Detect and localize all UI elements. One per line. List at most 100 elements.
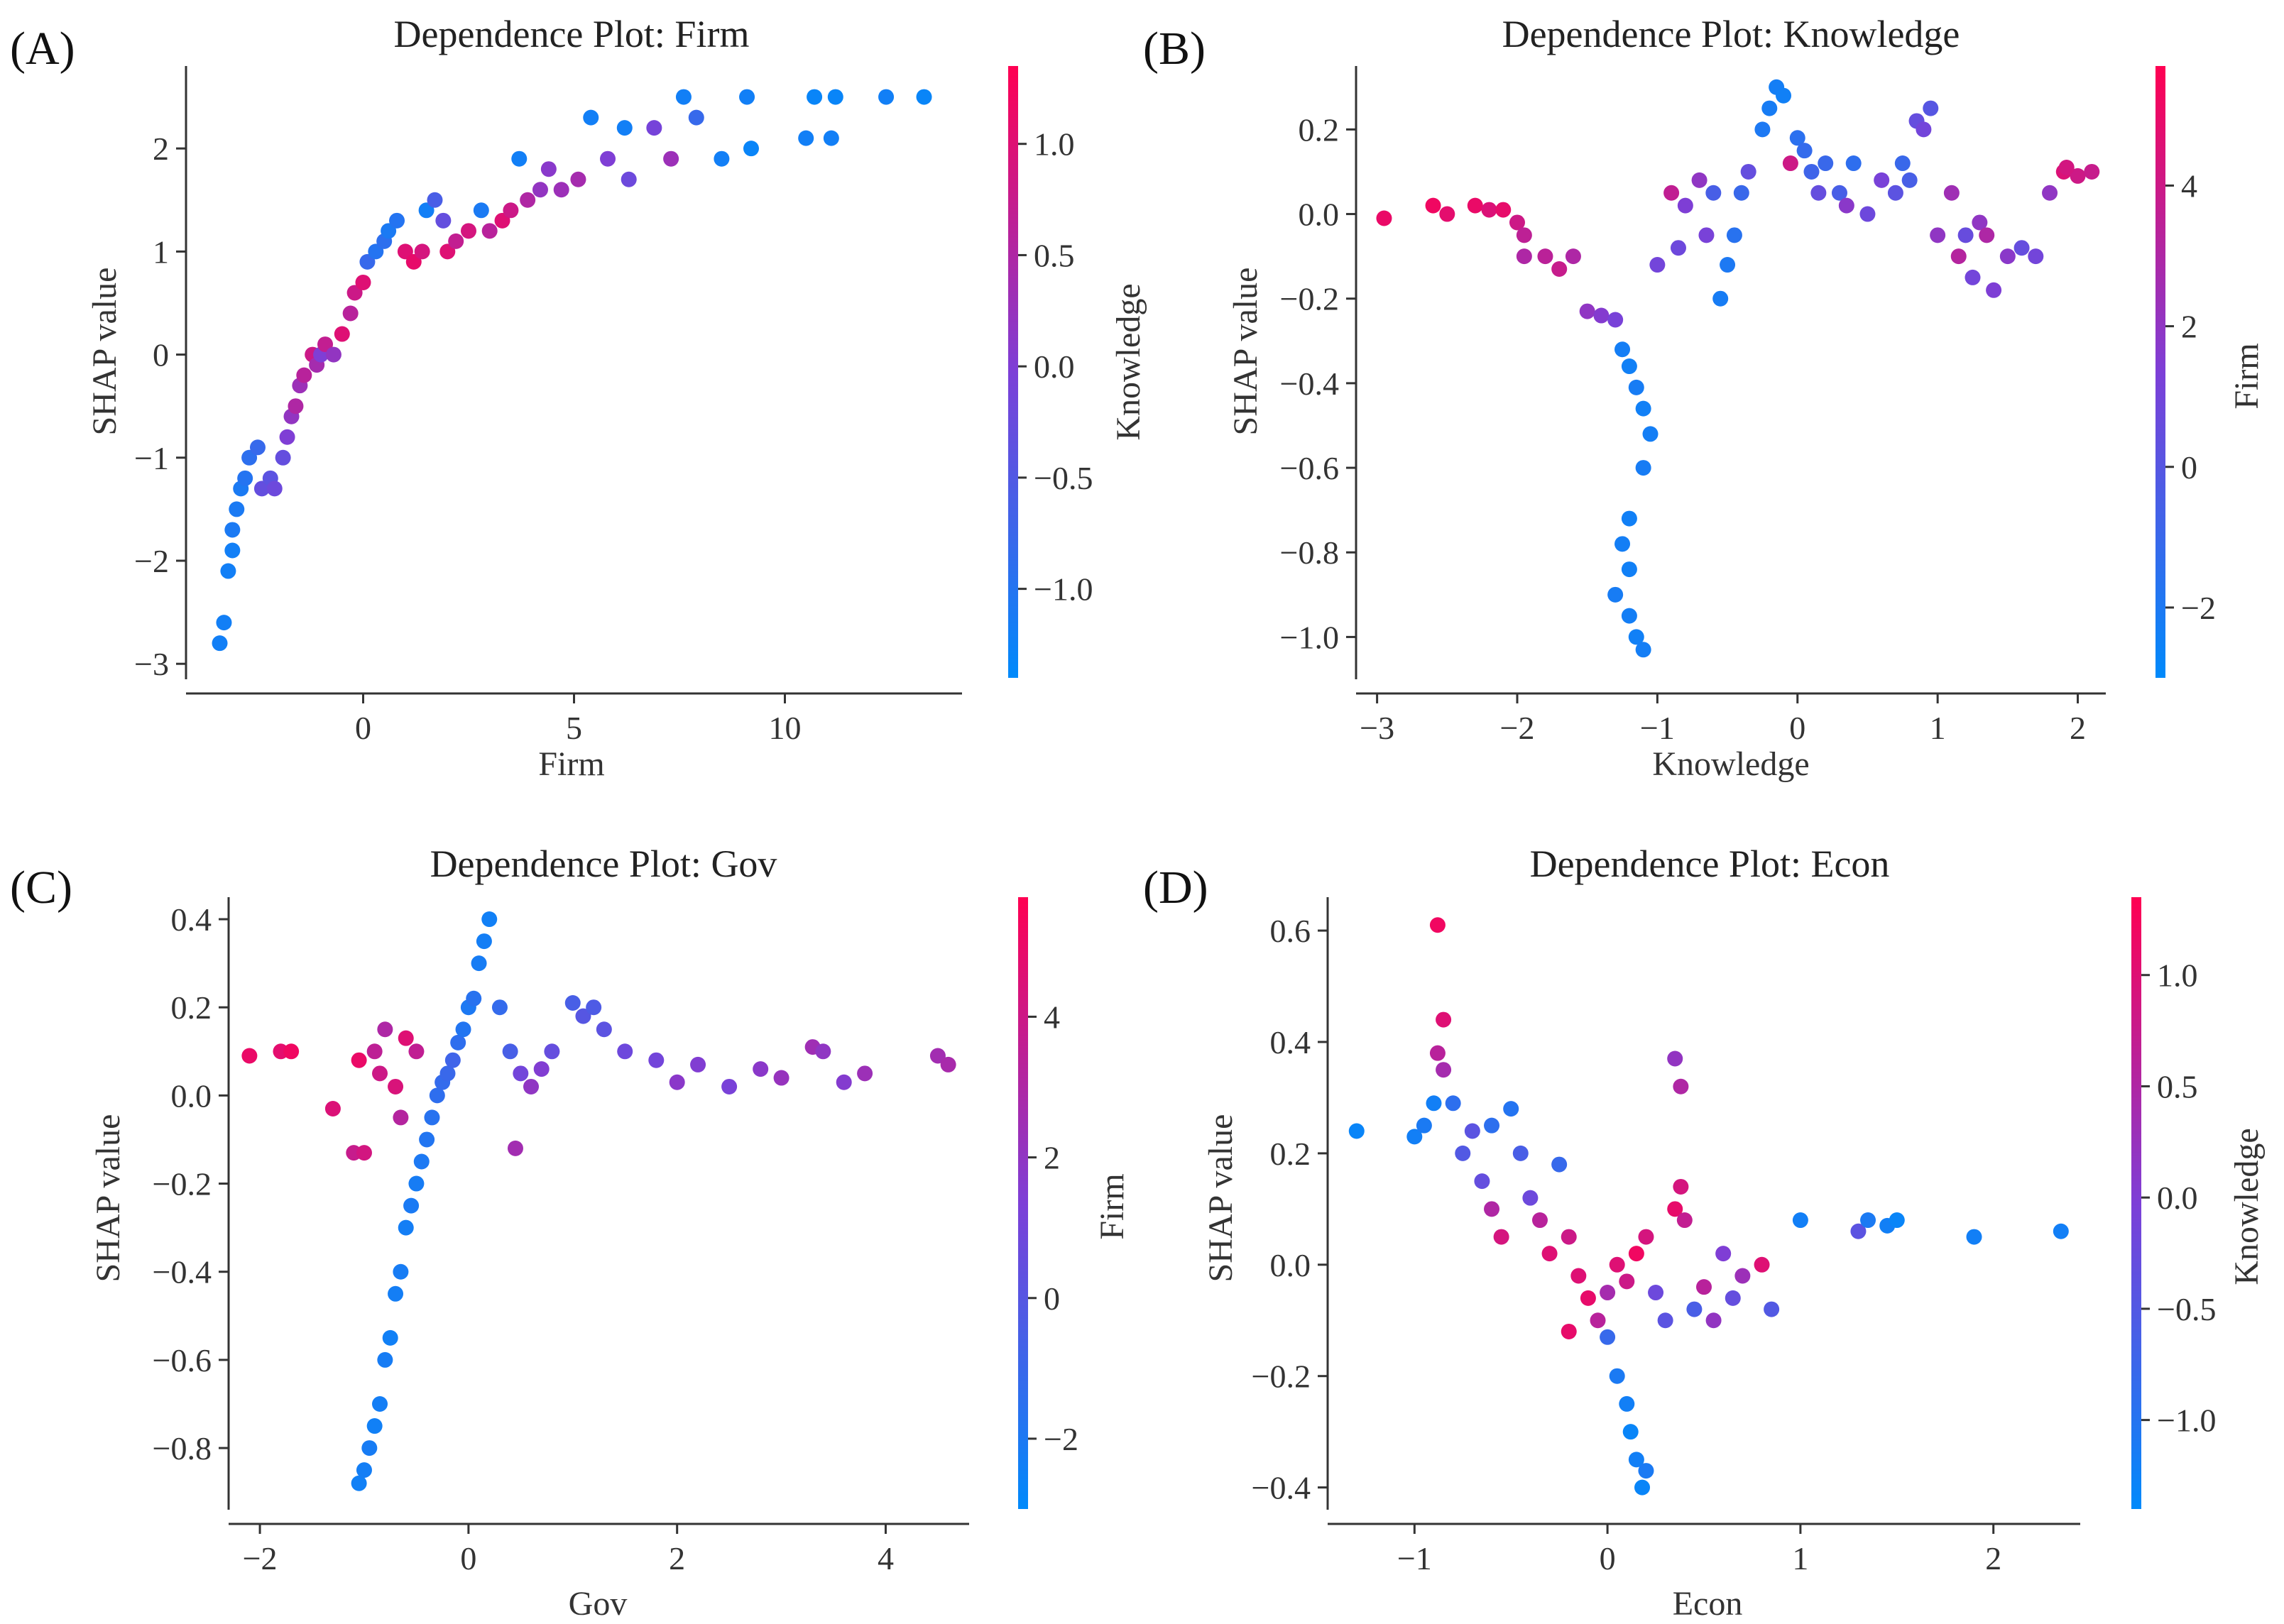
scatter-point — [460, 223, 476, 239]
panel-b-colorbar-ticks: −2 0 2 4 — [2165, 168, 2216, 626]
colorbar-tick-label: −2 — [1044, 1421, 1078, 1457]
scatter-point — [1725, 1290, 1741, 1306]
colorbar-tick-label: 0 — [2181, 449, 2197, 485]
panel-a: (A) Dependence Plot: Firm 0 5 10−3−2−1012 … — [10, 13, 1147, 783]
scatter-point — [466, 990, 482, 1006]
scatter-point — [275, 449, 291, 466]
scatter-point — [351, 1475, 367, 1491]
scatter-point — [1676, 1212, 1693, 1229]
scatter-point — [346, 285, 363, 301]
scatter-point — [397, 243, 413, 260]
scatter-point — [1484, 1201, 1500, 1217]
colorbar-tick-label: 0.0 — [1034, 349, 1075, 385]
scatter-point — [1894, 155, 1911, 172]
panel-d-x-axis-label: Econ — [1673, 1585, 1743, 1623]
scatter-point — [1930, 227, 1946, 243]
scatter-point — [448, 233, 464, 249]
panel-a-colorbar-label: Knowledge — [1110, 283, 1147, 440]
scatter-point — [1455, 1145, 1471, 1161]
x-tick-label: 0 — [1789, 710, 1805, 746]
scatter-point — [1579, 303, 1595, 319]
panel-a-x-axis-label: Firm — [538, 745, 604, 783]
scatter-point — [393, 1263, 409, 1280]
y-tick-label: 0.6 — [1270, 913, 1311, 949]
scatter-point — [621, 171, 637, 187]
scatter-point — [1425, 197, 1441, 214]
colorbar-tick-label: 0.5 — [1034, 237, 1075, 273]
scatter-point — [1782, 155, 1798, 172]
y-tick-label: −0.4 — [153, 1254, 212, 1290]
scatter-point — [481, 911, 498, 928]
scatter-point — [1667, 1201, 1683, 1217]
scatter-point — [1740, 163, 1756, 180]
scatter-point — [1495, 202, 1512, 218]
x-tick-label: 1 — [1792, 1540, 1808, 1576]
scatter-point — [669, 1074, 685, 1090]
scatter-point — [1796, 143, 1813, 159]
y-tick-label: −1 — [134, 440, 169, 476]
scatter-point — [361, 1440, 378, 1456]
scatter-point — [564, 995, 581, 1011]
scatter-point — [1792, 1212, 1808, 1229]
panel-c-colorbar-label: Firm — [1093, 1173, 1131, 1239]
colorbar-tick-label: 1.0 — [1034, 126, 1075, 163]
scatter-point — [1726, 227, 1742, 243]
scatter-point — [1522, 1190, 1539, 1206]
scatter-point — [1570, 1268, 1587, 1284]
scatter-point — [253, 481, 270, 497]
scatter-point — [356, 1462, 372, 1478]
scatter-point — [342, 305, 359, 322]
x-tick-label: 2 — [2070, 710, 2086, 746]
scatter-point — [1580, 1290, 1596, 1306]
scatter-point — [739, 89, 755, 105]
scatter-point — [540, 161, 557, 177]
scatter-point — [1698, 227, 1715, 243]
colorbar-tick-label: 0 — [1044, 1280, 1060, 1317]
scatter-point — [1619, 1395, 1635, 1412]
scatter-point — [1561, 1229, 1577, 1245]
x-tick-label: 2 — [1985, 1540, 2001, 1576]
panel-b-colorbar-label: Firm — [2228, 343, 2266, 409]
scatter-point — [523, 1078, 540, 1094]
scatter-point — [491, 999, 508, 1016]
panel-a-colorbar — [1008, 66, 1018, 678]
scatter-point — [1831, 185, 1847, 201]
scatter-point — [1531, 1212, 1548, 1229]
scatter-point — [439, 243, 456, 260]
scatter-point — [368, 243, 384, 260]
scatter-point — [1614, 536, 1631, 552]
panel-b-x-axis-label: Knowledge — [1652, 745, 1809, 783]
scatter-point — [1860, 1212, 1876, 1229]
scatter-point — [1493, 1229, 1509, 1245]
scatter-point — [714, 150, 730, 167]
y-tick-label: −0.8 — [1280, 534, 1339, 571]
y-tick-label: −0.8 — [153, 1430, 212, 1466]
panel-d-title: Dependence Plot: Econ — [1530, 843, 1890, 885]
scatter-point — [224, 522, 241, 538]
colorbar-tick-label: −1.0 — [2157, 1403, 2216, 1439]
y-tick-label: 0.0 — [171, 1077, 212, 1114]
panel-c-letter: (C) — [10, 862, 72, 914]
scatter-point — [2042, 185, 2058, 201]
scatter-point — [334, 326, 350, 342]
colorbar-tick-label: 4 — [1044, 999, 1060, 1035]
y-tick-label: −0.4 — [1280, 366, 1339, 402]
panel-d-colorbar-label: Knowledge — [2228, 1128, 2266, 1285]
scatter-point — [377, 1021, 393, 1038]
scatter-point — [439, 1065, 456, 1082]
panel-d-plot: −1 0 1 2 −0.4 −0.2 0.0 0.2 0.4 0.6 — [1252, 897, 2080, 1576]
scatter-point — [1663, 185, 1680, 201]
scatter-point — [1776, 87, 1792, 104]
y-tick-label: 0 — [153, 337, 169, 373]
scatter-point — [241, 449, 258, 466]
colorbar-tick-label: 4 — [2181, 168, 2197, 204]
scatter-point — [807, 89, 823, 105]
scatter-point — [405, 253, 422, 270]
y-tick-label: 0.2 — [1270, 1136, 1311, 1172]
scatter-point — [1416, 1117, 1432, 1134]
scatter-point — [1628, 629, 1644, 645]
scatter-point — [408, 1175, 425, 1192]
scatter-point — [721, 1078, 738, 1094]
scatter-point — [1657, 1312, 1673, 1329]
scatter-point — [2058, 160, 2075, 176]
